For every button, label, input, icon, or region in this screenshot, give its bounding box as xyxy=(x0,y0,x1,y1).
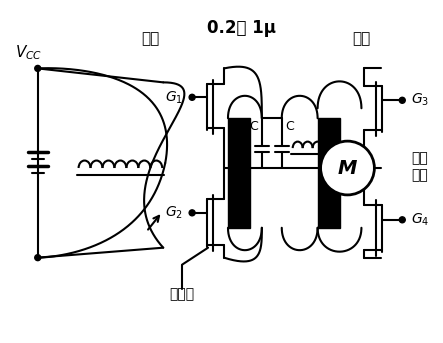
Text: $V_{CC}$: $V_{CC}$ xyxy=(15,43,42,62)
Text: $G_3$: $G_3$ xyxy=(411,92,429,108)
Circle shape xyxy=(189,94,195,100)
Bar xyxy=(228,118,250,228)
Circle shape xyxy=(399,217,405,223)
Circle shape xyxy=(321,141,374,195)
Text: 附加: 附加 xyxy=(411,168,428,182)
Bar xyxy=(318,118,339,228)
Text: M: M xyxy=(338,158,357,178)
Circle shape xyxy=(189,210,195,216)
Circle shape xyxy=(35,66,41,71)
Circle shape xyxy=(399,97,405,103)
Text: C: C xyxy=(249,120,258,133)
Text: 直接: 直接 xyxy=(411,151,428,165)
Text: 缩短: 缩短 xyxy=(352,31,370,46)
Text: 0.2～ 1μ: 0.2～ 1μ xyxy=(207,19,276,37)
Text: $G_4$: $G_4$ xyxy=(411,212,430,228)
Text: $G_2$: $G_2$ xyxy=(165,205,183,221)
Text: 旋转线: 旋转线 xyxy=(170,287,195,301)
Circle shape xyxy=(35,255,41,261)
Text: $G_1$: $G_1$ xyxy=(165,89,183,106)
Text: C: C xyxy=(286,120,295,133)
Text: 缩短: 缩短 xyxy=(141,31,159,46)
